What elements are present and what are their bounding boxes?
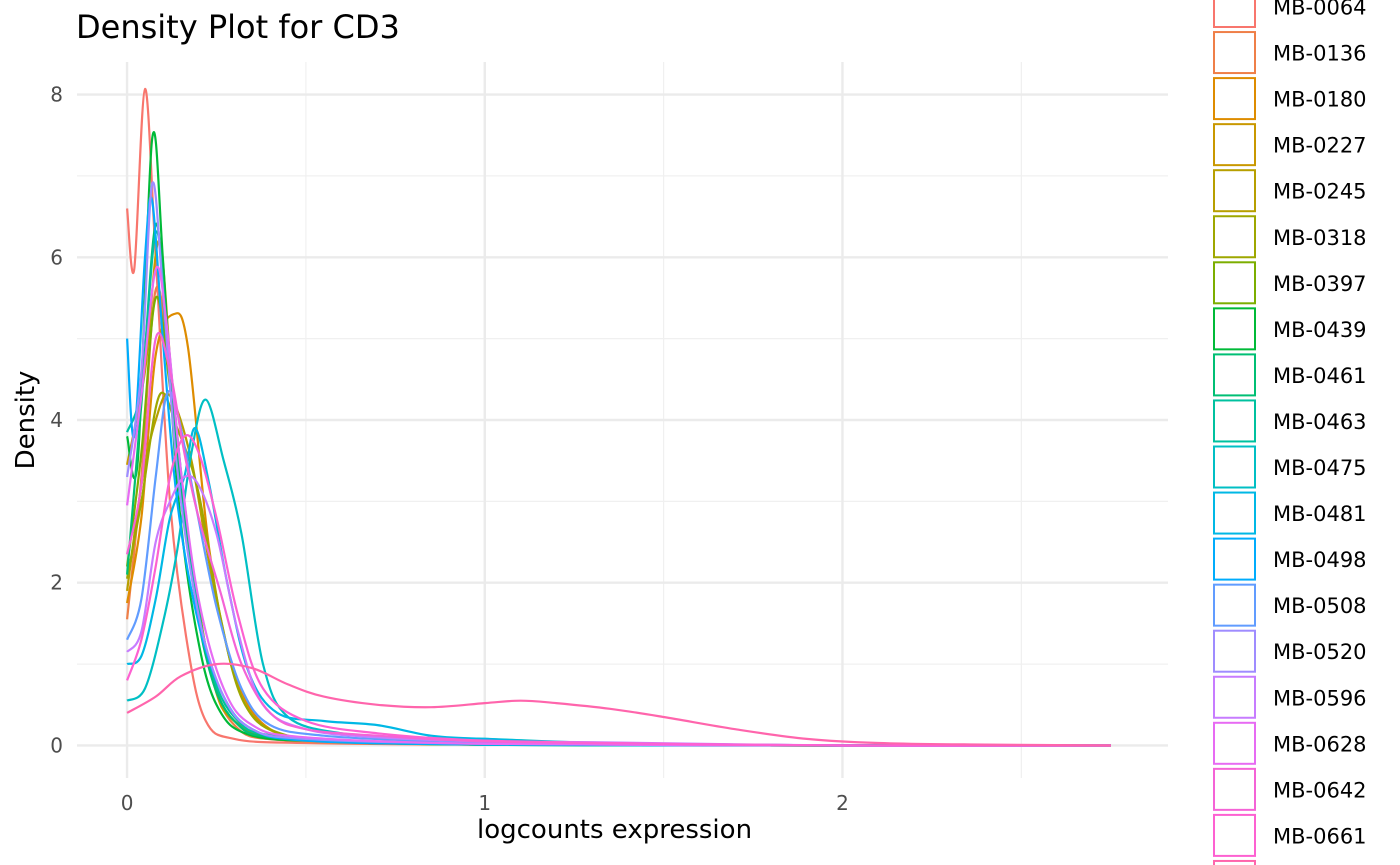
density-line-MB-0245 bbox=[126, 392, 1111, 747]
legend-key bbox=[1213, 169, 1256, 213]
legend-key bbox=[1213, 859, 1256, 865]
legend-label: MB-0596 bbox=[1273, 686, 1367, 710]
legend-key bbox=[1213, 767, 1256, 811]
legend-label: MB-0180 bbox=[1273, 88, 1367, 112]
density-series bbox=[126, 87, 1111, 747]
density-line-MB-0475 bbox=[126, 398, 1111, 747]
density-line-MB-0596 bbox=[126, 474, 1111, 747]
legend-label: MB-0227 bbox=[1273, 134, 1367, 158]
legend-label: MB-0642 bbox=[1273, 778, 1367, 802]
legend-label: MB-0461 bbox=[1273, 364, 1367, 388]
y-tick-label: 2 bbox=[50, 571, 63, 595]
density-line-MB-0508 bbox=[126, 389, 1111, 747]
legend-key bbox=[1213, 261, 1256, 305]
legend: MB-0064 MB-0136 MB-0180 MB-0227 MB-0245 MB-03… bbox=[1213, 0, 1367, 865]
legend-key bbox=[1213, 537, 1256, 581]
density-line-MB-0439 bbox=[126, 131, 1111, 747]
density-line-MB-0136 bbox=[126, 285, 1111, 747]
x-tick-label: 0 bbox=[121, 791, 134, 815]
legend-key bbox=[1213, 491, 1256, 535]
legend-label: MB-0520 bbox=[1273, 640, 1367, 664]
legend-key bbox=[1213, 215, 1256, 259]
x-tick-label: 2 bbox=[836, 791, 849, 815]
legend-key bbox=[1213, 629, 1256, 673]
x-axis-label: logcounts expression bbox=[477, 815, 753, 845]
legend-key bbox=[1213, 353, 1256, 397]
legend-label: MB-0481 bbox=[1273, 502, 1367, 526]
y-tick-label: 4 bbox=[50, 408, 63, 432]
y-tick-label: 6 bbox=[50, 245, 63, 269]
density-line-MB-0642 bbox=[126, 331, 1111, 747]
density-line-MB-0318 bbox=[126, 391, 1111, 747]
legend-key bbox=[1213, 445, 1256, 489]
legend-label: MB-0661 bbox=[1273, 824, 1367, 848]
y-axis-label: Density bbox=[11, 370, 41, 470]
density-line-series-19 bbox=[126, 662, 1111, 747]
legend-label: MB-0439 bbox=[1273, 318, 1367, 342]
legend-key bbox=[1213, 583, 1256, 627]
density-line-MB-0498 bbox=[126, 196, 1111, 747]
legend-key bbox=[1213, 31, 1256, 75]
legend-key bbox=[1213, 675, 1256, 719]
legend-label: MB-0064 bbox=[1273, 0, 1367, 20]
minor-gridlines bbox=[77, 62, 1168, 778]
legend-key bbox=[1213, 77, 1256, 121]
legend-key bbox=[1213, 123, 1256, 167]
legend-label: MB-0245 bbox=[1273, 180, 1367, 204]
legend-label: MB-0498 bbox=[1273, 548, 1367, 572]
legend-label: MB-0397 bbox=[1273, 272, 1367, 296]
legend-key bbox=[1213, 721, 1256, 765]
legend-key bbox=[1213, 813, 1256, 857]
density-line-MB-0064 bbox=[126, 87, 1111, 747]
density-line-MB-0463 bbox=[126, 230, 1111, 747]
x-tick-label: 1 bbox=[478, 791, 491, 815]
legend-label: MB-0475 bbox=[1273, 456, 1367, 480]
legend-key bbox=[1213, 0, 1256, 28]
legend-label: MB-0508 bbox=[1273, 594, 1367, 618]
chart-title: Density Plot for CD3 bbox=[76, 8, 400, 46]
density-line-MB-0180 bbox=[126, 312, 1111, 747]
legend-label: MB-0628 bbox=[1273, 732, 1367, 756]
legend-key bbox=[1213, 399, 1256, 443]
density-line-MB-0461 bbox=[126, 222, 1111, 747]
legend-label: MB-0136 bbox=[1273, 42, 1367, 66]
density-line-MB-0661 bbox=[126, 434, 1111, 747]
legend-label: MB-0318 bbox=[1273, 226, 1367, 250]
legend-key bbox=[1213, 307, 1256, 351]
major-gridlines bbox=[77, 62, 1168, 778]
y-tick-label: 0 bbox=[50, 733, 63, 757]
legend-label: MB-0463 bbox=[1273, 410, 1367, 434]
density-line-MB-0520 bbox=[126, 181, 1111, 747]
density-line-MB-0227 bbox=[126, 239, 1111, 747]
y-tick-label: 8 bbox=[50, 83, 63, 107]
tick-labels: 0 1 2 0 2 4 6 8 bbox=[50, 83, 849, 815]
